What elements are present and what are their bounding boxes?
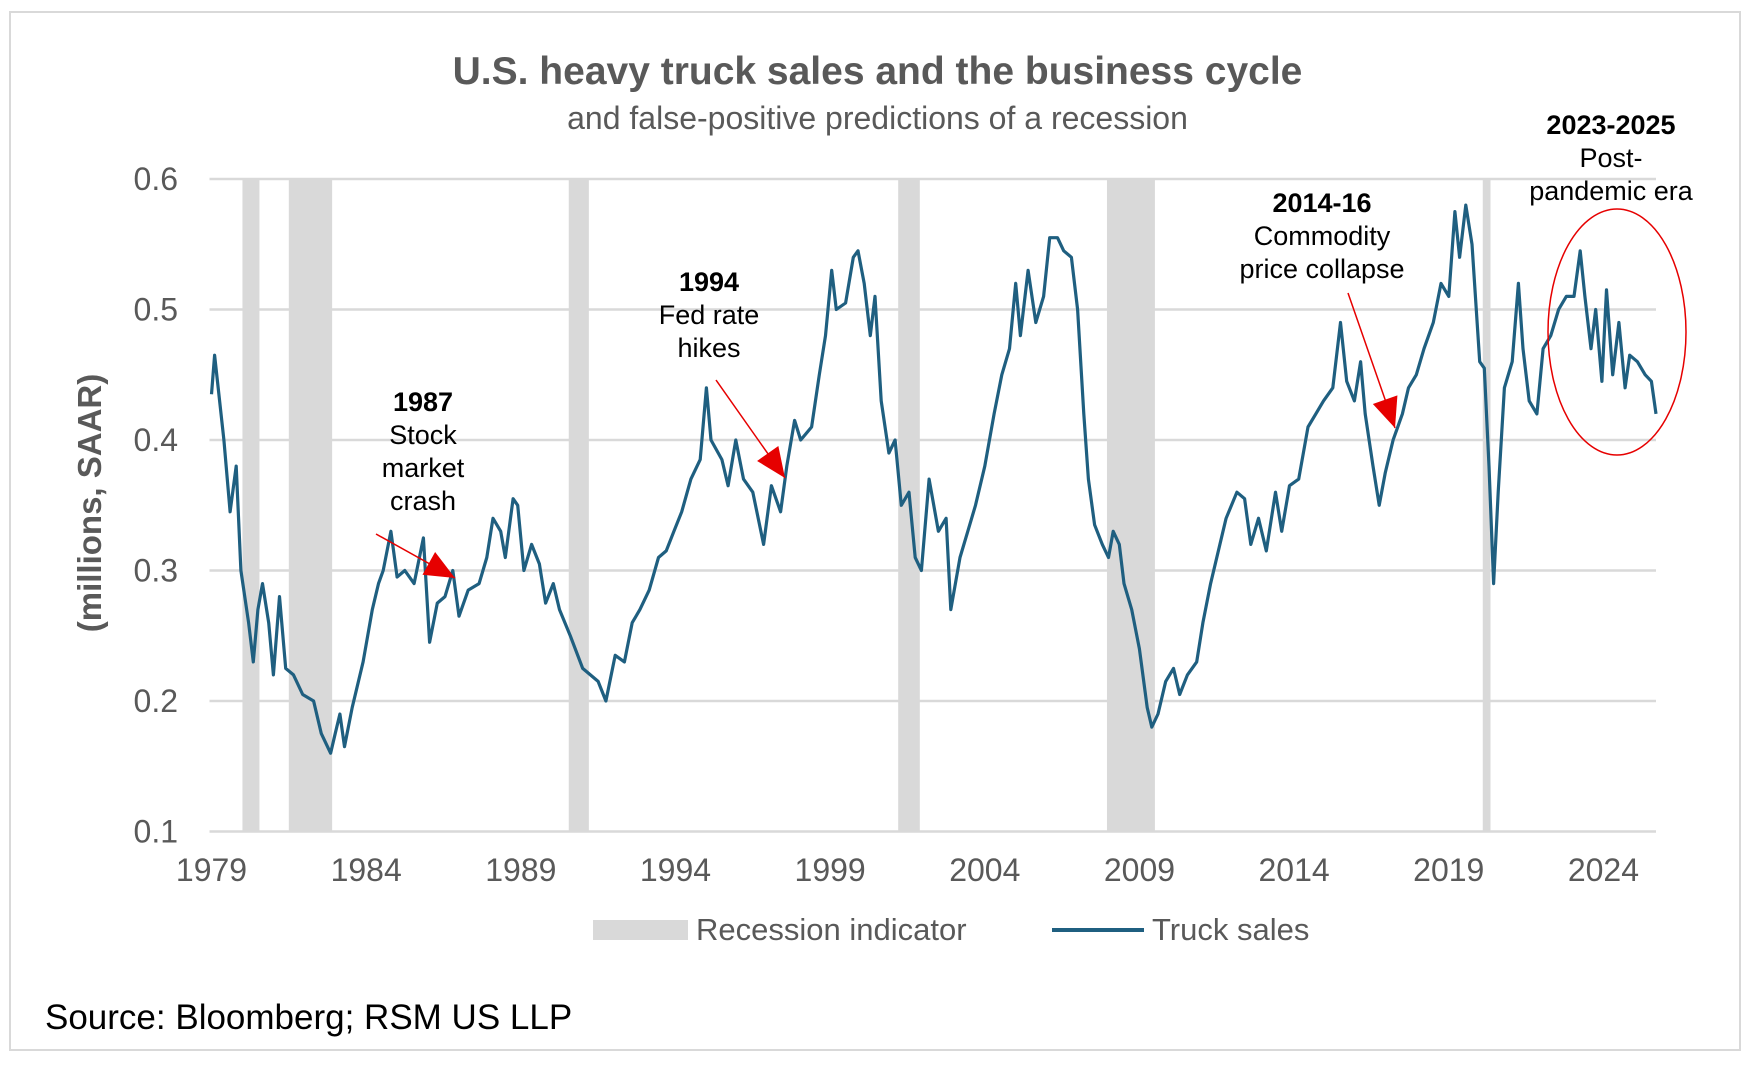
annotation-year: 2023-2025 xyxy=(1546,110,1676,140)
arrow-1994-head xyxy=(757,445,785,478)
annotation-2014-16: 2014-16 Commodity price collapse xyxy=(1239,187,1404,286)
recession-bar xyxy=(242,179,260,832)
recession-bar xyxy=(288,179,333,832)
x-tick-label: 1994 xyxy=(640,852,711,888)
annotation-2023-2025: 2023-2025 Post- pandemic era xyxy=(1529,109,1693,208)
legend-truck-sales-label: Truck sales xyxy=(1152,911,1310,947)
chart-subtitle: and false-positive predictions of a rece… xyxy=(567,100,1188,136)
y-tick-label: 0.1 xyxy=(134,814,178,850)
x-tick-label: 1984 xyxy=(331,852,402,888)
annotation-year: 2014-16 xyxy=(1272,188,1372,218)
x-tick-label: 1989 xyxy=(485,852,556,888)
x-tick-label: 2014 xyxy=(1259,852,1330,888)
annotation-line: Stock xyxy=(389,420,457,450)
legend-truck-sales: Truck sales xyxy=(1052,910,1309,948)
arrow-2014-16-head xyxy=(1372,395,1398,428)
legend-recession-label: Recession indicator xyxy=(696,911,967,947)
y-tick-label: 0.3 xyxy=(134,553,178,589)
annotation-year: 1987 xyxy=(392,387,454,417)
y-tick-label: 0.5 xyxy=(134,292,178,328)
legend-recession-swatch xyxy=(593,919,688,940)
annotation-1994: 1994 Fed rate hikes xyxy=(659,266,760,365)
arrow-1987-head xyxy=(422,552,455,578)
annotation-1987: 1987 Stock market crash xyxy=(382,386,465,518)
y-tick-label: 0.4 xyxy=(134,422,178,458)
x-tick-label: 2004 xyxy=(949,852,1020,888)
x-tick-label: 2019 xyxy=(1413,852,1484,888)
source-note: Source: Bloomberg; RSM US LLP xyxy=(45,998,573,1037)
x-tick-label: 1979 xyxy=(176,852,247,888)
highlight-circle-2023-2025 xyxy=(1547,208,1687,456)
recession-bar xyxy=(1106,179,1155,832)
x-tick-label: 1999 xyxy=(795,852,866,888)
annotation-line: Fed rate xyxy=(658,300,760,330)
annotation-year: 1994 xyxy=(678,267,740,297)
x-tick-label: 2024 xyxy=(1568,852,1639,888)
annotation-line: hikes xyxy=(677,333,741,363)
annotation-line: crash xyxy=(389,486,457,516)
recession-bar xyxy=(1482,179,1491,832)
annotation-line: Post- xyxy=(1579,143,1643,173)
chart-title: U.S. heavy truck sales and the business … xyxy=(452,50,1303,93)
y-tick-label: 0.6 xyxy=(134,161,178,197)
recession-bar xyxy=(568,179,589,832)
legend-truck-sales-swatch xyxy=(1052,927,1144,932)
annotation-line: pandemic era xyxy=(1529,176,1693,206)
annotation-line: Commodity xyxy=(1253,221,1391,251)
x-tick-label: 2009 xyxy=(1104,852,1175,888)
annotation-line: price collapse xyxy=(1239,254,1405,284)
chart-frame xyxy=(9,11,1741,1051)
y-tick-label: 0.2 xyxy=(134,683,178,719)
truck-sales-line xyxy=(209,203,1658,755)
legend-recession: Recession indicator xyxy=(593,910,967,948)
annotation-line: market xyxy=(381,453,465,483)
